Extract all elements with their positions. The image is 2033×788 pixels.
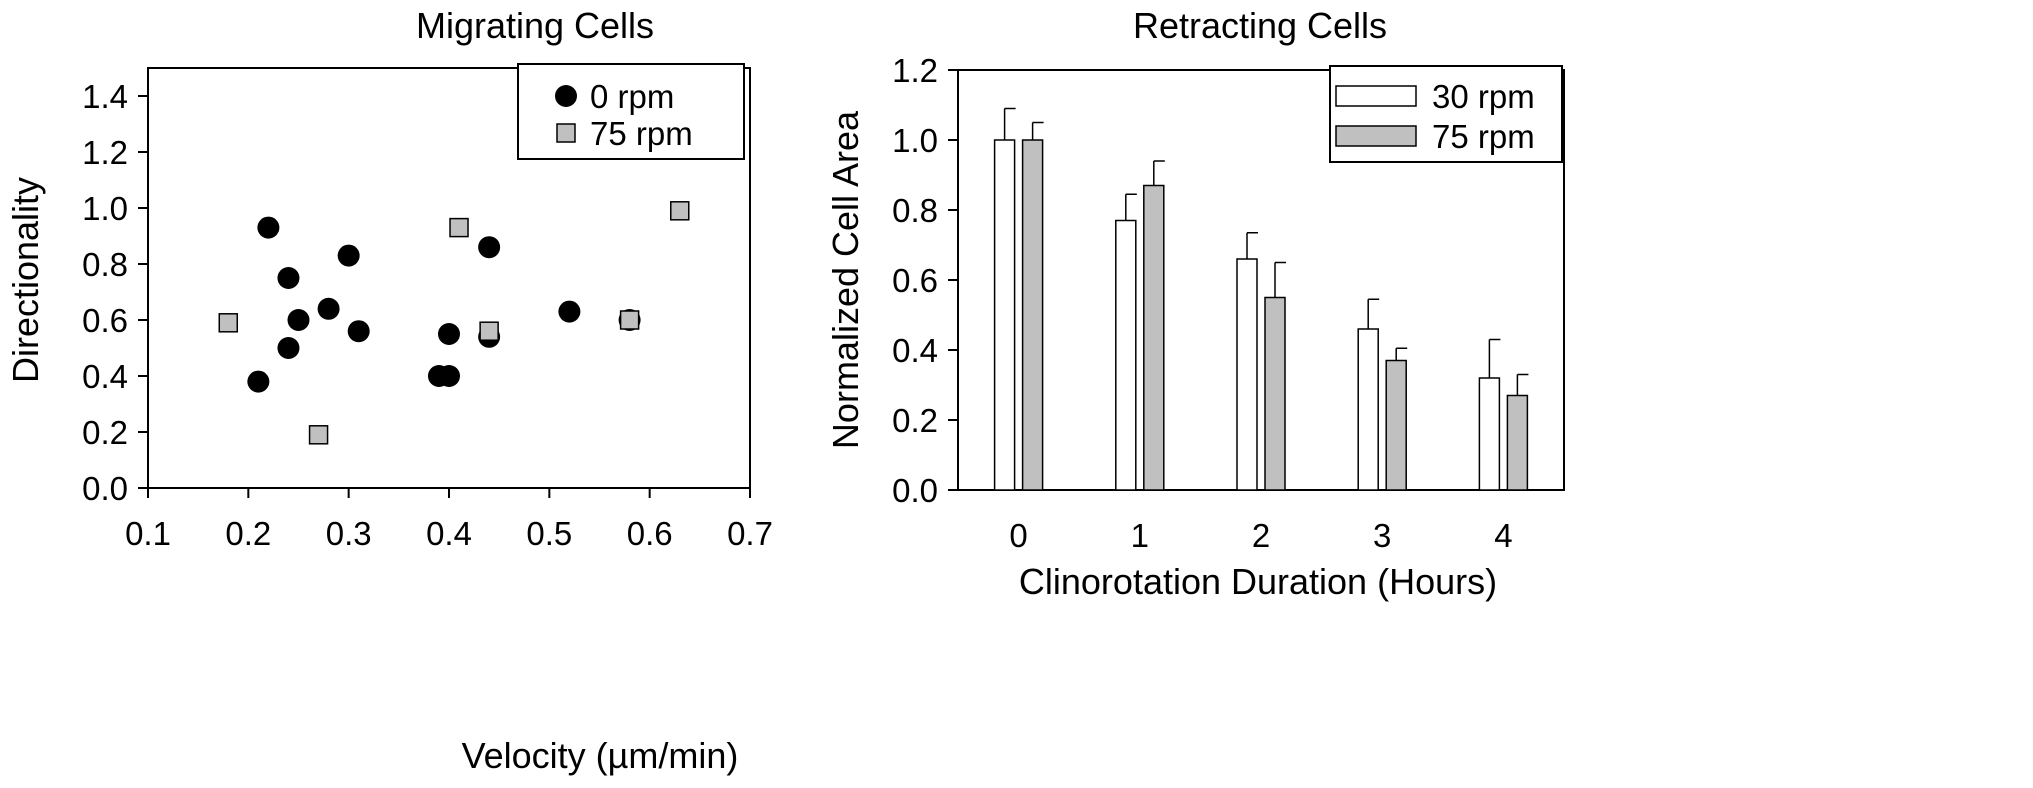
bar-series-1-cat-1 [1143,184,1165,491]
scatter-point-series-0 [247,370,270,393]
scatter-x-tick-label: 0.4 [426,515,472,552]
scatter-point-series-1 [308,425,329,445]
scatter-y-axis-label: Directionality [5,177,46,383]
scatter-y-tick-label: 0.2 [82,414,128,451]
bar-y-tick-label: 0.6 [892,262,938,299]
bar-x-tick-label: 0 [1009,517,1027,554]
bar-series-0-cat-3 [1357,328,1379,491]
bar-x-tick-label: 4 [1494,517,1512,554]
scatter-x-tick-label: 0.7 [727,515,773,552]
bar-series-0-cat-1 [1115,219,1137,491]
scatter-x-tick-label: 0.2 [225,515,271,552]
bar-series-0-cat-4 [1478,377,1501,491]
scatter-point-series-0 [277,267,300,289]
scatter-x-tick-label: 0.6 [627,515,673,552]
bar-x-tick-label: 3 [1373,517,1391,554]
bar-y-tick-label: 0.0 [892,472,938,509]
bar-y-tick-label: 0.4 [892,332,938,369]
scatter-point-series-0 [478,236,501,259]
scatter-y-tick-label: 0.8 [82,246,128,283]
scatter-y-tick-label: 0.6 [82,302,128,339]
legend-marker-75-rpm [556,123,576,143]
scatter-point-series-0 [558,300,581,323]
bar-y-tick-label: 0.8 [892,192,938,229]
bar-title: Retracting Cells [1133,5,1387,46]
legend-label-75-rpm-bar: 75 rpm [1432,118,1535,155]
bar-x-tick-label: 2 [1252,517,1270,554]
scatter-legend: 0 rpm 75 rpm [517,63,745,160]
bar-y-axis-label: Normalized Cell Area [825,110,866,449]
bar-legend: 30 rpm 75 rpm [1329,65,1563,163]
scatter-title: Migrating Cells [416,5,654,46]
scatter-point-series-1 [670,201,690,221]
scatter-x-tick-label: 0.5 [526,515,572,552]
scatter-point-series-1 [619,310,640,330]
scatter-x-axis-label: Velocity (µm/min) [462,735,739,776]
legend-marker-0-rpm [555,85,577,107]
bar-x-axis-label: Clinorotation Duration (Hours) [1019,561,1497,602]
legend-swatch-75-rpm [1335,125,1417,147]
scatter-point-series-0 [438,365,460,387]
scatter-point-series-1 [479,321,499,341]
scatter-x-tick-label: 0.1 [125,515,171,552]
scatter-y-tick-label: 1.4 [82,78,128,115]
legend-label-0-rpm: 0 rpm [590,78,674,115]
bar-series-1-cat-4 [1506,394,1529,491]
scatter-point-series-0 [317,297,340,320]
bar-y-tick-label: 1.2 [892,52,938,89]
scatter-point-series-0 [438,323,460,345]
bar-series-0-cat-2 [1236,258,1258,491]
bar-x-tick-label: 1 [1131,517,1149,554]
scatter-chart-migrating-cells: Migrating Cells Velocity (µm/min) Direct… [5,5,773,776]
scatter-point-series-1 [218,313,239,333]
scatter-y-tick-label: 0.4 [82,358,128,395]
scatter-point-series-0 [337,244,360,267]
scatter-point-series-0 [347,320,370,343]
bar-series-1-cat-2 [1264,296,1286,491]
bar-chart-retracting-cells: Retracting Cells Clinorotation Duration … [825,5,1565,602]
scatter-point-series-0 [257,216,280,239]
scatter-point-series-0 [287,309,310,331]
bar-y-tick-label: 1.0 [892,122,938,159]
scatter-point-series-0 [277,337,300,359]
bar-series-1-cat-0 [1021,139,1044,491]
scatter-x-tick-label: 0.3 [326,515,372,552]
legend-swatch-30-rpm [1335,85,1417,107]
bar-series-0-cat-0 [993,139,1016,491]
bar-series-1-cat-3 [1385,359,1407,491]
scatter-y-tick-label: 1.0 [82,190,128,227]
legend-label-75-rpm-scatter: 75 rpm [590,115,693,152]
scatter-legend-box [517,63,745,160]
scatter-y-tick-label: 0.0 [82,470,128,507]
legend-label-30-rpm: 30 rpm [1432,78,1535,115]
scatter-point-series-1 [449,217,469,238]
scatter-y-tick-label: 1.2 [82,134,128,171]
bar-y-tick-label: 0.2 [892,402,938,439]
